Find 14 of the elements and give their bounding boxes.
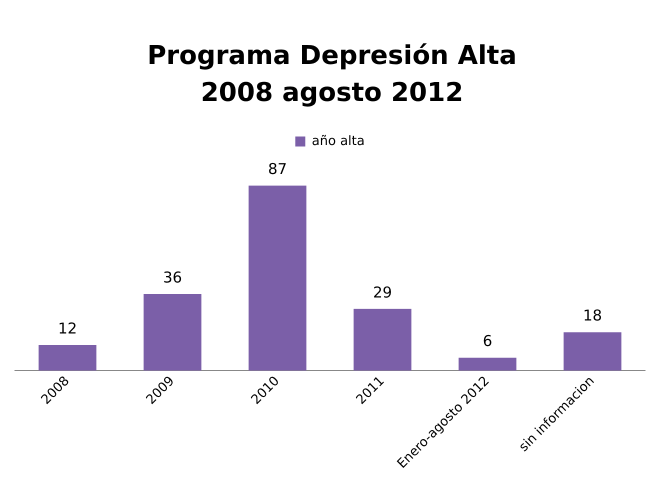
chart-title: Programa Depresión Alta 2008 agosto 2012 (146, 40, 518, 110)
bar (144, 294, 202, 371)
legend-label: año alta (312, 134, 365, 149)
data-label: 36 (162, 268, 182, 286)
bar (564, 332, 622, 371)
data-label: 87 (268, 160, 288, 178)
bar (248, 186, 306, 371)
data-label: 29 (372, 283, 392, 302)
bar (458, 358, 516, 371)
data-label: 18 (582, 306, 602, 325)
bar (354, 308, 412, 371)
data-label: 12 (58, 319, 78, 338)
bar (38, 345, 96, 371)
data-label: 6 (482, 332, 492, 350)
